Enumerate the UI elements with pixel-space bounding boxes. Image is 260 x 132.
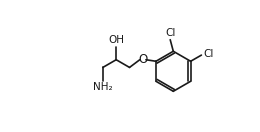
- Text: Cl: Cl: [165, 28, 176, 38]
- Text: NH₂: NH₂: [93, 82, 113, 92]
- Text: OH: OH: [108, 35, 124, 45]
- Text: Cl: Cl: [203, 49, 213, 59]
- Text: O: O: [138, 53, 147, 66]
